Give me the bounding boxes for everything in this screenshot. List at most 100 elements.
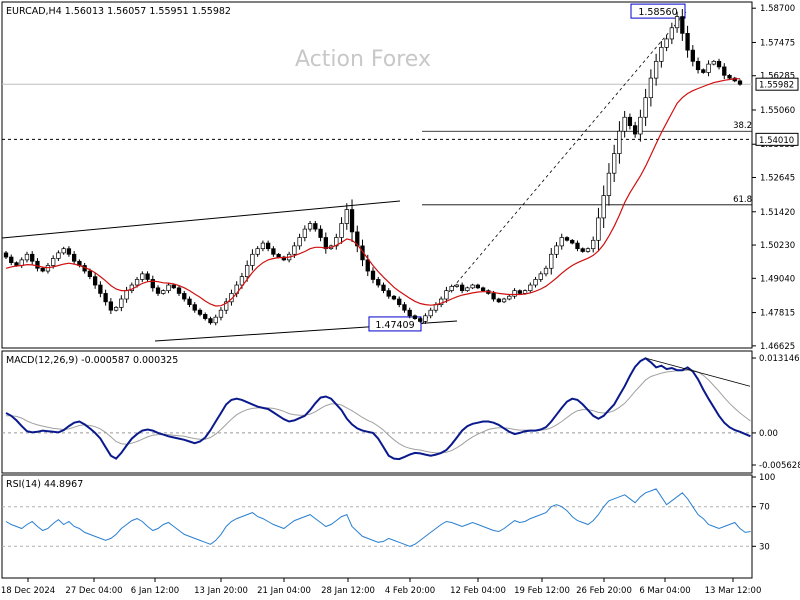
candle bbox=[313, 221, 318, 232]
candle bbox=[402, 302, 407, 313]
candle bbox=[192, 302, 197, 313]
candle-body bbox=[108, 301, 114, 311]
candle-body bbox=[365, 259, 370, 272]
candle-body bbox=[554, 245, 559, 255]
candle-body bbox=[250, 253, 255, 266]
swing-line bbox=[421, 11, 687, 325]
candle-body bbox=[360, 245, 365, 261]
time-tick-label: 28 Jan 12:00 bbox=[321, 586, 375, 596]
macd-tick-label: -0.005628 bbox=[759, 461, 800, 471]
macd-tick-label: 0.013146 bbox=[759, 354, 800, 364]
candle bbox=[737, 79, 743, 86]
candle-body bbox=[119, 298, 124, 308]
candle-body bbox=[695, 60, 701, 71]
candle bbox=[203, 312, 208, 321]
macd-lines bbox=[2, 357, 752, 461]
time-tick-label: 18 Dec 2024 bbox=[1, 586, 55, 596]
candle bbox=[617, 121, 622, 164]
candle bbox=[706, 60, 711, 77]
candle bbox=[528, 282, 533, 294]
candle-body bbox=[601, 195, 606, 219]
time-tick-label: 13 Jan 20:00 bbox=[194, 586, 248, 596]
candle-body bbox=[653, 60, 659, 79]
candle bbox=[412, 314, 418, 320]
candle-body bbox=[140, 273, 145, 280]
candle-body bbox=[412, 315, 418, 319]
candle-body bbox=[245, 265, 250, 277]
candle bbox=[716, 58, 722, 70]
candle bbox=[643, 88, 648, 127]
candle bbox=[496, 297, 501, 304]
fib-61-label: 61.8 bbox=[733, 195, 752, 205]
current-price-tag-box bbox=[755, 77, 799, 91]
candle-body bbox=[3, 252, 9, 258]
price-tick-label: 1.58700 bbox=[760, 4, 795, 14]
candle bbox=[339, 217, 344, 244]
price-tick-label: 1.46625 bbox=[760, 342, 795, 352]
current-price-tag: 1.55982 bbox=[755, 77, 799, 91]
price-tick-label: 1.57475 bbox=[760, 38, 795, 48]
candle-body bbox=[124, 290, 129, 300]
price-candles bbox=[3, 9, 743, 326]
candle bbox=[549, 247, 554, 275]
candle bbox=[507, 294, 512, 301]
candle bbox=[197, 308, 203, 317]
candle bbox=[465, 286, 470, 292]
rsi-header: RSI(14) 44.8967 bbox=[6, 479, 83, 490]
candle bbox=[103, 289, 108, 306]
candle bbox=[475, 283, 481, 290]
candle-body bbox=[470, 284, 475, 289]
candle-body bbox=[585, 248, 591, 252]
fib-38-label: 38.2 bbox=[733, 121, 752, 131]
candle bbox=[570, 239, 575, 245]
candle bbox=[30, 251, 35, 265]
candle bbox=[423, 313, 428, 324]
macd-y-axis: 0.013146 0.00 -0.005628 bbox=[752, 354, 800, 471]
candle bbox=[318, 225, 323, 242]
candle-body bbox=[323, 237, 328, 250]
candle-body bbox=[19, 259, 24, 266]
candle bbox=[140, 271, 145, 282]
candle-body bbox=[292, 245, 297, 255]
candle-body bbox=[265, 242, 271, 250]
candle-body bbox=[218, 309, 224, 318]
candle bbox=[182, 290, 187, 302]
rsi-tick-label: 30 bbox=[759, 542, 770, 552]
candle-body bbox=[580, 248, 585, 252]
candle bbox=[407, 307, 412, 319]
candle bbox=[166, 282, 171, 294]
time-tick-label: 4 Feb 20:00 bbox=[385, 586, 435, 596]
candle-body bbox=[517, 290, 522, 294]
candle-body bbox=[166, 284, 171, 291]
moving-average bbox=[5, 78, 741, 307]
candle-body bbox=[727, 74, 732, 79]
candle-body bbox=[30, 253, 35, 262]
candle bbox=[245, 260, 250, 282]
time-tick-label: 13 Mar 12:00 bbox=[705, 586, 762, 596]
candle bbox=[418, 317, 423, 323]
candle-body bbox=[370, 270, 376, 280]
candle-body bbox=[92, 276, 98, 286]
candle bbox=[119, 295, 124, 312]
candle-body bbox=[14, 262, 19, 266]
candle bbox=[307, 221, 313, 232]
low-marker-box bbox=[368, 316, 422, 332]
low-marker: 1.47409 bbox=[368, 316, 422, 332]
candle-body bbox=[213, 316, 218, 324]
candle-body bbox=[522, 290, 528, 294]
candle bbox=[113, 306, 119, 312]
candle bbox=[56, 250, 61, 261]
price-tick-label: 1.50230 bbox=[760, 241, 795, 251]
candle-body bbox=[449, 286, 454, 291]
candle bbox=[61, 246, 66, 255]
candle-body bbox=[307, 223, 313, 230]
price-y-axis: 1.587001.574751.562851.550601.538351.526… bbox=[752, 4, 799, 352]
candle bbox=[187, 296, 192, 308]
candle bbox=[428, 307, 433, 319]
candle-body bbox=[643, 97, 648, 118]
rsi-tick-label: 100 bbox=[759, 473, 775, 483]
candle bbox=[701, 68, 706, 74]
candle-body bbox=[606, 172, 612, 196]
candle-body bbox=[171, 284, 176, 289]
price-guides: 38.2 61.8 1.58560 1.47409 bbox=[1, 3, 752, 342]
